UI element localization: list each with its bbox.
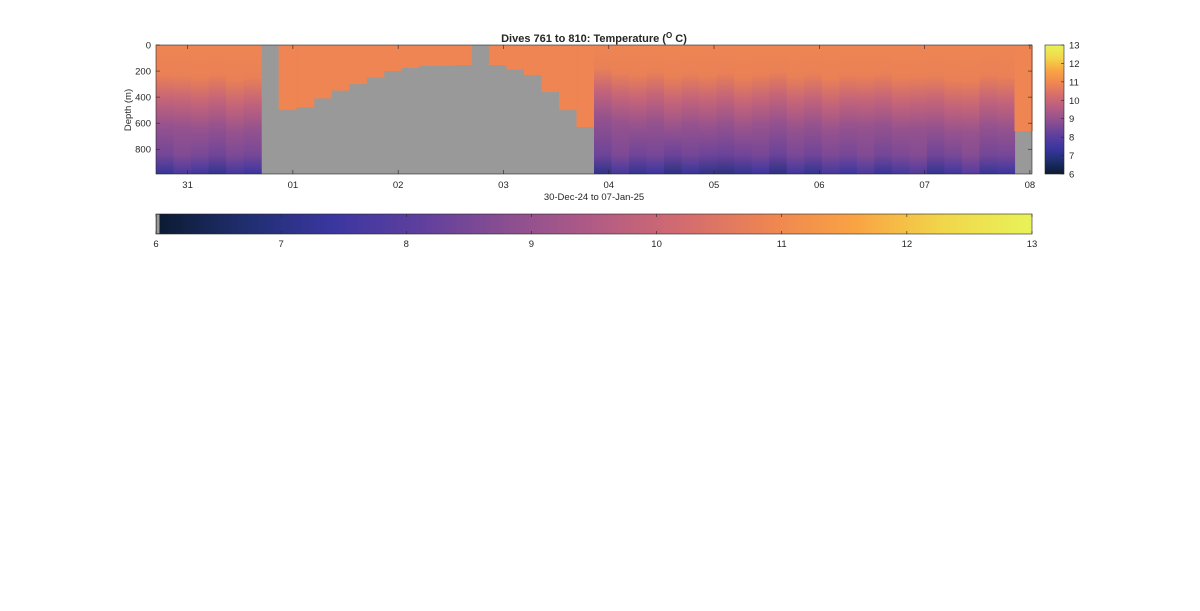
colorbar-tick-label: 9 bbox=[1069, 114, 1074, 125]
heatmap-cell bbox=[418, 45, 437, 66]
heatmap-column bbox=[769, 45, 788, 174]
chart-title: Dives 761 to 810: Temperature (O C) bbox=[501, 31, 687, 45]
heatmap-column bbox=[243, 45, 262, 174]
x-axis: 31 01 02 03 04 05 06 07 08 bbox=[182, 45, 1035, 191]
y-axis: 0 200 400 600 800 bbox=[135, 41, 1032, 156]
heatmap-column bbox=[156, 45, 175, 174]
colorbar-tick-label: 7 bbox=[278, 239, 283, 250]
title-superscript: O bbox=[666, 31, 672, 40]
x-tick-label: 31 bbox=[182, 180, 193, 191]
heatmap-column bbox=[629, 45, 648, 174]
colorbar-tick-label: 11 bbox=[1069, 77, 1079, 88]
heatmap-column bbox=[751, 45, 770, 174]
heatmap-column bbox=[909, 45, 928, 174]
heatmap-cell bbox=[576, 45, 595, 128]
x-tick-label: 01 bbox=[288, 180, 299, 191]
y-tick-label: 800 bbox=[135, 145, 151, 156]
y-tick-label: 0 bbox=[146, 41, 151, 52]
heatmap-column bbox=[961, 45, 981, 174]
heatmap-column bbox=[979, 45, 998, 174]
heatmap-column bbox=[996, 45, 1016, 174]
title-suffix: C) bbox=[672, 33, 687, 45]
heatmap-cell bbox=[488, 45, 507, 66]
heatmap-cell bbox=[313, 45, 332, 99]
colorbar-tick-label: 8 bbox=[404, 239, 409, 250]
heatmap-column bbox=[839, 45, 858, 174]
x-tick-label: 07 bbox=[919, 180, 930, 191]
heatmap-column bbox=[926, 45, 945, 174]
heatmap-cell bbox=[1014, 45, 1033, 131]
vertical-colorbar: 6 7 8 9 10 11 12 13 bbox=[1044, 41, 1080, 181]
heatmap-column bbox=[821, 45, 840, 174]
colorbar-tick-label: 10 bbox=[651, 239, 662, 250]
plot-frame bbox=[155, 44, 1033, 175]
heatmap-column bbox=[804, 45, 823, 174]
heatmap-column bbox=[226, 45, 245, 174]
heatmap-column bbox=[611, 45, 630, 174]
colorbar-tick-label: 12 bbox=[902, 239, 913, 250]
colorbar-tick-label: 7 bbox=[1069, 151, 1074, 162]
colorbar-tick-label: 8 bbox=[1069, 133, 1074, 144]
vertical-colorbar-fill bbox=[1044, 44, 1065, 175]
heatmap-column bbox=[173, 45, 192, 174]
colorbar-tick-label: 13 bbox=[1069, 41, 1080, 52]
x-tick-label: 06 bbox=[814, 180, 825, 191]
heatmap-plot bbox=[156, 45, 1033, 174]
title-main: Dives 761 to 810: Temperature ( bbox=[501, 33, 666, 45]
x-axis-label: 30-Dec-24 to 07-Jan-25 bbox=[544, 192, 644, 203]
y-tick-label: 400 bbox=[135, 93, 151, 104]
horizontal-colorbar: 6 7 8 9 10 11 12 13 bbox=[153, 213, 1038, 250]
heatmap-cell bbox=[558, 45, 578, 111]
colorbar-tick-label: 12 bbox=[1069, 59, 1080, 70]
heatmap-column bbox=[681, 45, 700, 174]
heatmap-cell bbox=[453, 45, 472, 66]
colorbar-tick-label: 9 bbox=[529, 239, 534, 250]
heatmap-cell bbox=[436, 45, 455, 66]
missing-data-swatch bbox=[156, 214, 160, 234]
heatmap-cell bbox=[541, 45, 560, 92]
y-axis-label: Depth (m) bbox=[123, 89, 134, 131]
x-tick-label: 03 bbox=[498, 180, 509, 191]
colorbar-tick-label: 11 bbox=[777, 239, 787, 250]
heatmap-column bbox=[208, 45, 227, 174]
heatmap-cell bbox=[366, 45, 385, 78]
heatmap-cell bbox=[331, 45, 350, 91]
heatmap-cell bbox=[523, 45, 543, 75]
heatmap-column bbox=[856, 45, 875, 174]
heatmap-column bbox=[191, 45, 210, 174]
x-tick-label: 08 bbox=[1025, 180, 1036, 191]
heatmap-cell bbox=[506, 45, 525, 70]
heatmap-column bbox=[664, 45, 683, 174]
colorbar-tick-label: 6 bbox=[153, 239, 158, 250]
heatmap-column bbox=[734, 45, 753, 174]
heatmap-column bbox=[699, 45, 718, 174]
heatmap-column bbox=[786, 45, 805, 174]
heatmap-column bbox=[874, 45, 893, 174]
heatmap-column bbox=[891, 45, 910, 174]
colorbar-tick-label: 10 bbox=[1069, 96, 1080, 107]
heatmap-cell bbox=[383, 45, 402, 72]
heatmap-cell bbox=[348, 45, 367, 85]
heatmap-column bbox=[944, 45, 963, 174]
horizontal-colorbar-fill bbox=[155, 213, 1033, 235]
y-tick-label: 600 bbox=[135, 119, 151, 130]
x-tick-label: 02 bbox=[393, 180, 404, 191]
heatmap-cell bbox=[278, 45, 297, 111]
y-tick-label: 200 bbox=[135, 67, 151, 78]
x-tick-label: 05 bbox=[709, 180, 720, 191]
heatmap-cell bbox=[296, 45, 315, 108]
heatmap-column bbox=[646, 45, 665, 174]
heatmap-column bbox=[594, 45, 613, 174]
heatmap-cell bbox=[401, 45, 420, 68]
x-tick-label: 04 bbox=[603, 180, 614, 191]
colorbar-tick-label: 13 bbox=[1027, 239, 1038, 250]
colorbar-tick-label: 6 bbox=[1069, 170, 1074, 181]
heatmap-column bbox=[716, 45, 735, 174]
